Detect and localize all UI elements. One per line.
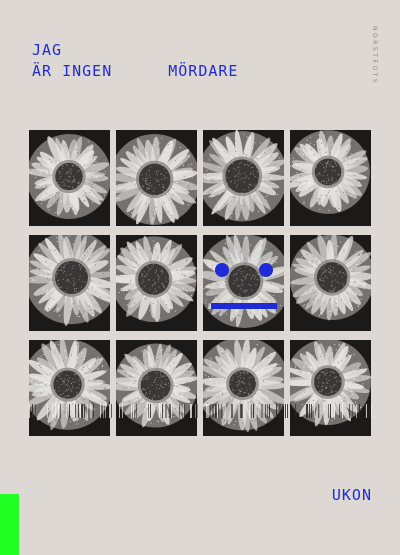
title-line-1: JAG	[32, 41, 63, 59]
daisy-flower-icon	[290, 340, 371, 427]
scanline-strip	[29, 404, 372, 418]
daisy-flower-icon	[116, 235, 197, 323]
title-part-left: ÄR INGEN	[32, 62, 113, 80]
daisy-flower-icon	[290, 130, 370, 214]
book-title: JAG ÄR INGEN MÖRDARE	[32, 40, 238, 82]
flower-tile	[290, 340, 371, 436]
flower-tile-face	[203, 235, 284, 331]
flower-tile	[29, 340, 110, 436]
daisy-flower-icon	[203, 340, 284, 433]
daisy-flower-icon	[290, 235, 371, 321]
face-mouth	[211, 303, 277, 309]
flower-grid	[29, 130, 372, 436]
flower-tile	[290, 130, 371, 226]
publisher-logo: NORSTEDTS	[371, 26, 378, 86]
flower-tile	[290, 235, 371, 331]
daisy-flower-icon	[116, 134, 197, 225]
daisy-flower-icon	[29, 340, 110, 431]
flower-tile	[116, 235, 197, 331]
daisy-flower-icon	[116, 343, 197, 428]
accent-bar	[0, 494, 19, 555]
flower-tile	[116, 130, 197, 226]
daisy-flower-icon	[203, 235, 284, 328]
title-line-2: ÄR INGEN MÖRDARE	[32, 61, 238, 82]
daisy-flower-icon	[203, 130, 284, 222]
flower-tile	[29, 235, 110, 331]
face-eye-left	[215, 263, 229, 277]
daisy-flower-icon	[29, 134, 110, 219]
flower-tile	[203, 130, 284, 226]
face-eye-right	[259, 263, 273, 277]
title-part-right: MÖRDARE	[168, 62, 239, 80]
flower-tile	[29, 130, 110, 226]
author-name: UKON	[331, 486, 372, 504]
flower-tile	[116, 340, 197, 436]
flower-tile	[203, 340, 284, 436]
daisy-flower-icon	[29, 235, 110, 326]
